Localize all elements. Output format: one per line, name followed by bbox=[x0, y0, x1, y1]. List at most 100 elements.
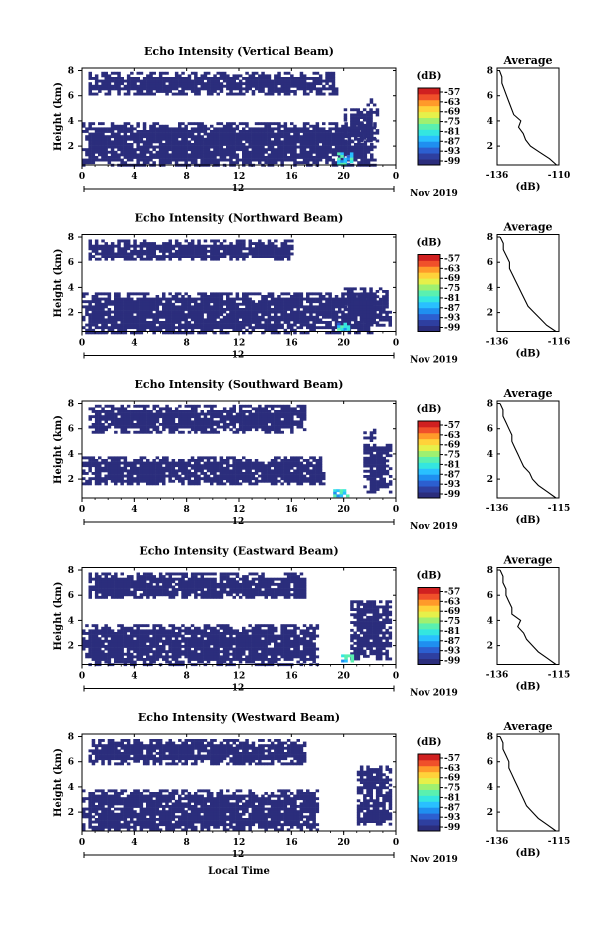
echo-cell bbox=[175, 80, 179, 83]
echo-cell bbox=[293, 469, 297, 472]
echo-cell bbox=[188, 255, 192, 258]
echo-cell bbox=[184, 130, 188, 133]
echo-cell bbox=[236, 77, 240, 80]
echo-cell bbox=[165, 311, 169, 314]
echo-cell bbox=[312, 140, 316, 143]
echo-cell bbox=[204, 140, 208, 143]
echo-cell bbox=[261, 80, 265, 83]
echo-cell bbox=[236, 321, 240, 324]
echo-cell bbox=[341, 135, 345, 138]
echo-cell bbox=[350, 116, 354, 119]
echo-cell bbox=[226, 295, 230, 298]
echo-cell bbox=[271, 316, 275, 319]
echo-cell bbox=[162, 295, 166, 298]
echo-cell bbox=[217, 410, 221, 413]
echo-cell bbox=[133, 303, 137, 306]
echo-cell bbox=[165, 426, 169, 429]
echo-cell bbox=[220, 415, 224, 418]
echo-cell bbox=[156, 87, 160, 90]
echo-cell bbox=[213, 292, 217, 295]
echo-cell bbox=[306, 480, 310, 483]
echo-cell bbox=[85, 153, 89, 156]
echo-cell bbox=[152, 467, 156, 470]
echo-cell bbox=[165, 250, 169, 253]
echo-cell bbox=[95, 295, 99, 298]
echo-cell bbox=[191, 250, 195, 253]
echo-cell bbox=[127, 245, 130, 248]
echo-cell bbox=[300, 298, 304, 301]
echo-cell bbox=[284, 133, 288, 136]
echo-cell bbox=[242, 480, 246, 483]
echo-cell bbox=[181, 308, 185, 311]
echo-cell bbox=[309, 292, 313, 295]
echo-cell bbox=[153, 247, 157, 250]
echo-cell bbox=[264, 140, 268, 143]
echo-cell bbox=[172, 253, 176, 256]
echo-cell bbox=[344, 151, 348, 154]
echo-cell bbox=[162, 303, 166, 306]
echo-cell bbox=[233, 250, 237, 253]
echo-cell bbox=[319, 146, 323, 149]
echo-cell bbox=[136, 303, 140, 306]
echo-cell bbox=[261, 469, 265, 472]
echo-cell bbox=[229, 80, 233, 83]
echo-cell bbox=[185, 82, 189, 85]
echo-cell bbox=[274, 303, 278, 306]
echo-cell bbox=[162, 143, 166, 146]
echo-cell bbox=[184, 308, 188, 311]
echo-cell bbox=[168, 153, 172, 156]
echo-cell bbox=[226, 477, 230, 480]
echo-cell bbox=[101, 255, 105, 258]
echo-cell bbox=[354, 146, 358, 149]
echo-cell bbox=[369, 132, 373, 135]
echo-cell bbox=[98, 420, 102, 423]
echo-cell bbox=[229, 125, 233, 128]
echo-cell bbox=[111, 462, 115, 465]
echo-cell bbox=[379, 303, 383, 306]
echo-cell bbox=[156, 415, 160, 418]
echo-cell bbox=[322, 311, 326, 314]
echo-cell bbox=[204, 423, 208, 426]
echo-cell bbox=[213, 240, 217, 243]
echo-cell bbox=[300, 148, 304, 151]
profile-x-tick-label: -136 bbox=[486, 171, 509, 181]
echo-cell bbox=[316, 459, 320, 462]
echo-cell bbox=[252, 311, 256, 314]
echo-cell bbox=[159, 77, 163, 80]
echo-cell bbox=[226, 313, 230, 316]
echo-cell bbox=[149, 242, 153, 245]
colorbar-swatch bbox=[418, 129, 440, 135]
echo-cell bbox=[360, 311, 364, 314]
echo-cell bbox=[194, 420, 198, 423]
echo-cell bbox=[252, 140, 256, 143]
echo-cell bbox=[153, 77, 157, 80]
echo-cell bbox=[297, 82, 301, 85]
panel-title: Echo Intensity (Northward Beam) bbox=[135, 212, 344, 225]
echo-cell bbox=[261, 90, 265, 93]
profile-x-tick-label: -136 bbox=[486, 338, 509, 348]
echo-cell bbox=[296, 130, 300, 133]
echo-cell bbox=[165, 133, 169, 136]
echo-cell bbox=[376, 140, 380, 143]
y-tick-label: 6 bbox=[68, 258, 74, 268]
echo-cell bbox=[290, 140, 294, 143]
echo-cell bbox=[344, 146, 348, 149]
echo-cell bbox=[85, 482, 89, 485]
echo-cell bbox=[152, 153, 156, 156]
echo-cell bbox=[290, 420, 294, 423]
echo-cell bbox=[280, 135, 284, 138]
echo-cell bbox=[223, 467, 227, 470]
echo-cell bbox=[290, 464, 294, 467]
echo-cell bbox=[162, 305, 166, 308]
echo-cell bbox=[236, 143, 240, 146]
echo-cell bbox=[175, 161, 179, 164]
echo-cell bbox=[133, 423, 137, 426]
echo-cell bbox=[207, 410, 211, 413]
echo-cell bbox=[111, 72, 115, 75]
echo-cell bbox=[130, 311, 134, 314]
echo-cell bbox=[201, 87, 205, 90]
echo-cell bbox=[264, 477, 268, 480]
echo-cell bbox=[130, 321, 134, 324]
colorbar-swatch bbox=[418, 88, 440, 94]
echo-cell bbox=[350, 290, 354, 293]
